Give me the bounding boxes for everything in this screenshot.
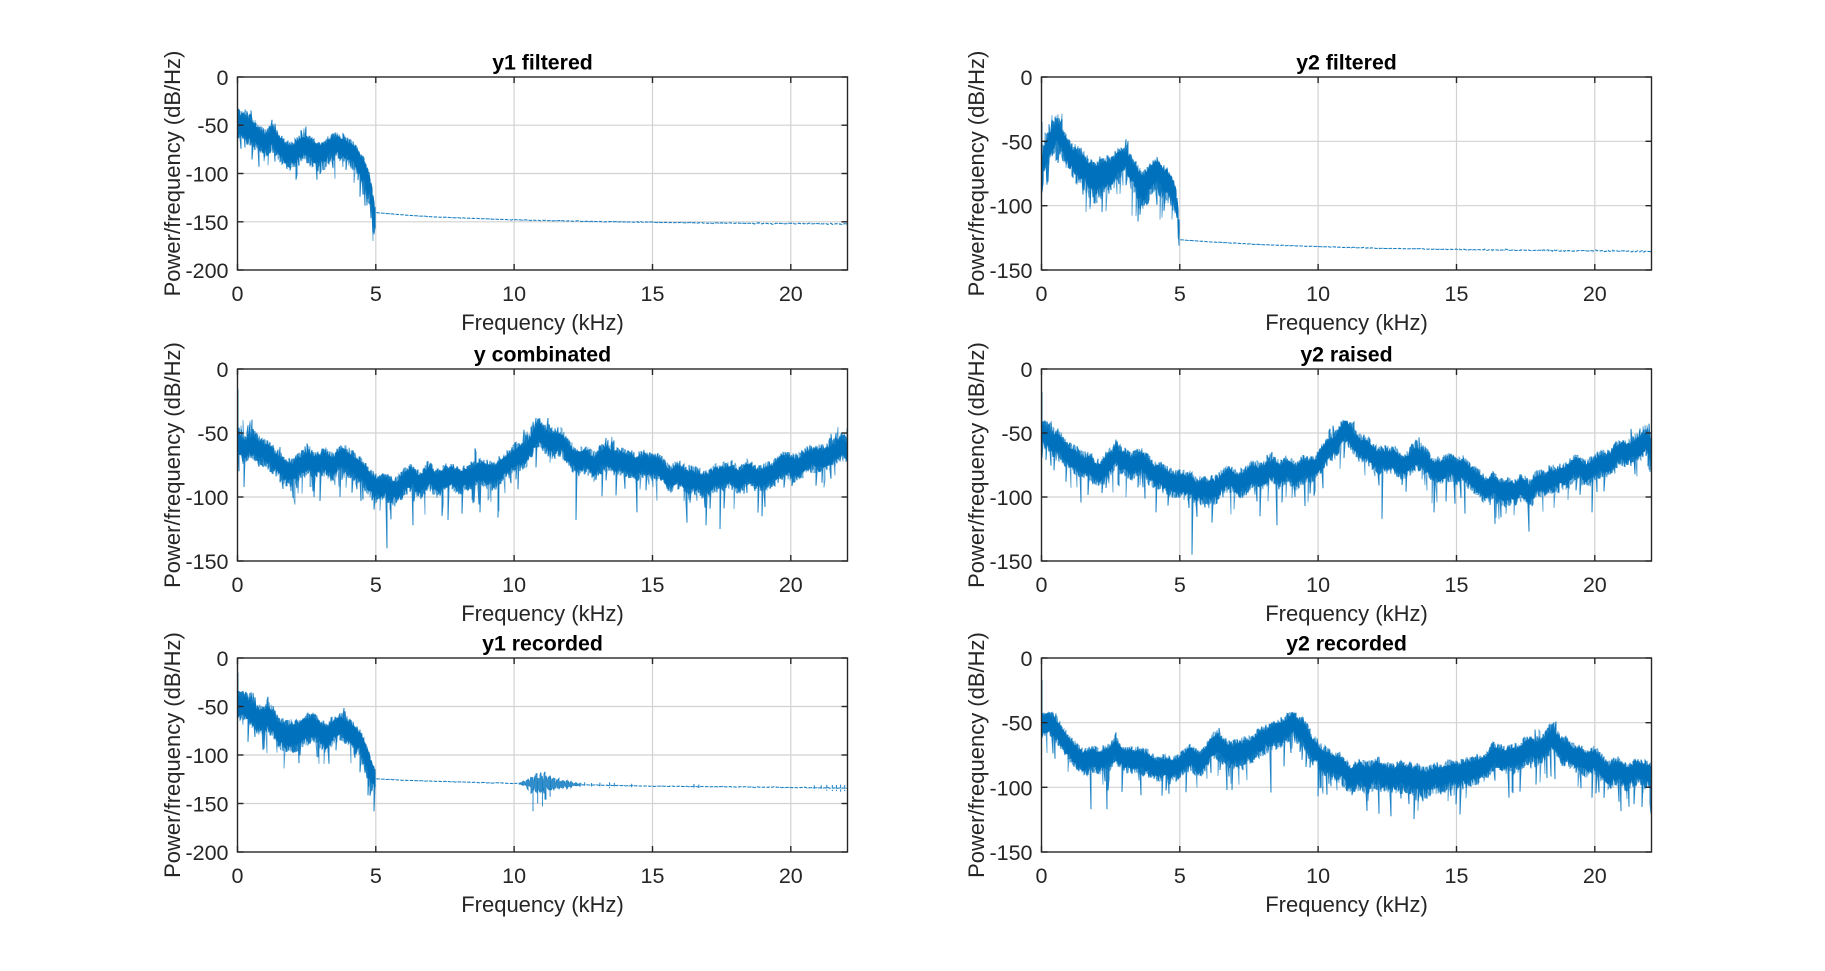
svg-text:15: 15 xyxy=(641,573,665,597)
svg-text:5: 5 xyxy=(370,573,382,597)
svg-text:y2 recorded: y2 recorded xyxy=(1286,632,1407,656)
svg-text:0: 0 xyxy=(232,282,244,306)
svg-text:-50: -50 xyxy=(1001,712,1032,736)
svg-text:0: 0 xyxy=(1021,358,1033,382)
svg-text:Frequency (kHz): Frequency (kHz) xyxy=(461,310,624,335)
svg-text:-100: -100 xyxy=(185,486,228,510)
svg-text:-200: -200 xyxy=(185,259,228,283)
svg-text:-100: -100 xyxy=(989,486,1032,510)
svg-text:-150: -150 xyxy=(989,841,1032,865)
svg-text:y2 filtered: y2 filtered xyxy=(1296,51,1397,75)
svg-text:5: 5 xyxy=(370,282,382,306)
svg-text:0: 0 xyxy=(217,66,229,90)
svg-text:15: 15 xyxy=(1445,864,1469,888)
svg-text:Power/frequency (dB/Hz): Power/frequency (dB/Hz) xyxy=(160,342,185,588)
svg-text:10: 10 xyxy=(502,282,526,306)
svg-text:Power/frequency (dB/Hz): Power/frequency (dB/Hz) xyxy=(160,632,185,878)
svg-text:-150: -150 xyxy=(185,550,228,574)
svg-text:0: 0 xyxy=(1036,573,1048,597)
svg-text:-100: -100 xyxy=(989,195,1032,219)
svg-text:Frequency (kHz): Frequency (kHz) xyxy=(1265,892,1428,917)
svg-text:10: 10 xyxy=(502,864,526,888)
svg-text:15: 15 xyxy=(1445,573,1469,597)
svg-text:0: 0 xyxy=(217,647,229,671)
svg-text:-50: -50 xyxy=(197,422,228,446)
svg-text:20: 20 xyxy=(1583,573,1607,597)
svg-text:0: 0 xyxy=(217,358,229,382)
svg-text:-150: -150 xyxy=(185,211,228,235)
svg-text:20: 20 xyxy=(779,282,803,306)
svg-text:-100: -100 xyxy=(185,744,228,768)
svg-text:y combinated: y combinated xyxy=(474,343,611,367)
svg-text:Power/frequency (dB/Hz): Power/frequency (dB/Hz) xyxy=(964,632,989,878)
svg-text:0: 0 xyxy=(1036,864,1048,888)
svg-text:-50: -50 xyxy=(1001,422,1032,446)
svg-text:-100: -100 xyxy=(989,776,1032,800)
svg-text:5: 5 xyxy=(1174,864,1186,888)
svg-text:5: 5 xyxy=(1174,282,1186,306)
svg-text:0: 0 xyxy=(1036,282,1048,306)
svg-text:Frequency (kHz): Frequency (kHz) xyxy=(1265,310,1428,335)
svg-text:-150: -150 xyxy=(989,550,1032,574)
svg-text:15: 15 xyxy=(1445,282,1469,306)
svg-text:0: 0 xyxy=(232,864,244,888)
svg-text:0: 0 xyxy=(1021,66,1033,90)
svg-text:0: 0 xyxy=(1021,647,1033,671)
svg-text:20: 20 xyxy=(779,573,803,597)
svg-text:Power/frequency (dB/Hz): Power/frequency (dB/Hz) xyxy=(964,51,989,297)
svg-text:5: 5 xyxy=(1174,573,1186,597)
svg-text:15: 15 xyxy=(641,282,665,306)
svg-text:Frequency (kHz): Frequency (kHz) xyxy=(1265,601,1428,626)
svg-text:-50: -50 xyxy=(197,114,228,138)
svg-text:-100: -100 xyxy=(185,163,228,187)
svg-text:-50: -50 xyxy=(1001,130,1032,154)
svg-text:5: 5 xyxy=(370,864,382,888)
svg-text:y1 filtered: y1 filtered xyxy=(492,51,593,75)
svg-text:15: 15 xyxy=(641,864,665,888)
svg-text:y1 recorded: y1 recorded xyxy=(482,632,603,656)
svg-text:Frequency (kHz): Frequency (kHz) xyxy=(461,892,624,917)
svg-text:20: 20 xyxy=(1583,864,1607,888)
svg-text:Power/frequency (dB/Hz): Power/frequency (dB/Hz) xyxy=(160,51,185,297)
svg-text:-150: -150 xyxy=(989,259,1032,283)
svg-text:Frequency (kHz): Frequency (kHz) xyxy=(461,601,624,626)
svg-text:20: 20 xyxy=(1583,282,1607,306)
svg-text:-150: -150 xyxy=(185,793,228,817)
svg-text:10: 10 xyxy=(1306,573,1330,597)
svg-text:0: 0 xyxy=(232,573,244,597)
svg-text:10: 10 xyxy=(502,573,526,597)
svg-text:Power/frequency (dB/Hz): Power/frequency (dB/Hz) xyxy=(964,342,989,588)
svg-text:20: 20 xyxy=(779,864,803,888)
svg-text:10: 10 xyxy=(1306,864,1330,888)
svg-text:-50: -50 xyxy=(197,696,228,720)
svg-text:10: 10 xyxy=(1306,282,1330,306)
svg-text:-200: -200 xyxy=(185,841,228,865)
svg-text:y2 raised: y2 raised xyxy=(1300,343,1392,367)
